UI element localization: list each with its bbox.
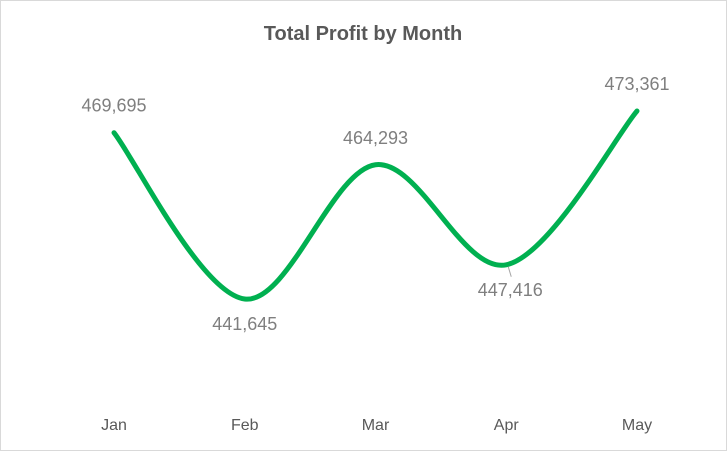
data-label-feb: 441,645 — [212, 314, 277, 334]
data-label-leader-line — [507, 266, 512, 277]
x-tick-label-apr: Apr — [494, 417, 520, 434]
x-tick-label-feb: Feb — [231, 417, 259, 434]
x-tick-label-may: May — [622, 417, 652, 434]
data-label-mar: 464,293 — [343, 128, 408, 148]
plot-area: 469,695 441,645 464,293 447,416 473,361 Jan Fe… — [81, 74, 669, 434]
data-label-apr: 447,416 — [478, 280, 543, 300]
series-line — [111, 108, 640, 302]
x-tick-label-mar: Mar — [362, 417, 390, 434]
data-label-jan: 469,695 — [81, 96, 146, 116]
x-tick-label-jan: Jan — [101, 417, 127, 434]
data-label-may: 473,361 — [604, 74, 669, 94]
chart-title: Total Profit by Month — [264, 23, 463, 45]
